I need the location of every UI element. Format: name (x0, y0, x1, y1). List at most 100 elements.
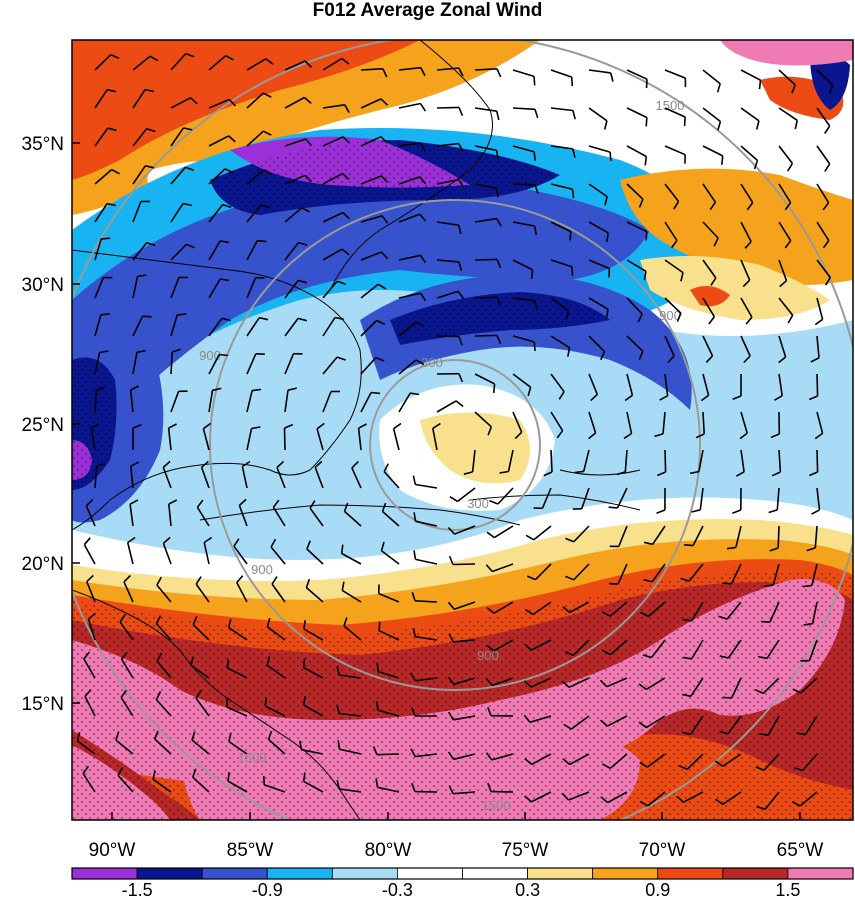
wind-barb-flag (600, 796, 609, 804)
wind-barb-staff (726, 601, 742, 620)
wind-barb-flag (120, 651, 128, 660)
wind-barb-staff (607, 715, 628, 727)
wind-barb (132, 274, 147, 299)
wind-barb (170, 276, 188, 299)
wind-barb-staff (808, 639, 818, 661)
wind-barb-flag (567, 347, 571, 357)
wind-barb (816, 69, 834, 94)
wind-barb (170, 97, 198, 109)
wind-barb-staff (497, 487, 514, 505)
wind-barb (524, 753, 552, 766)
wind-barb-flag (713, 237, 719, 247)
wind-barb-staff (132, 352, 138, 375)
wind-barb (778, 335, 787, 364)
wind-barb (410, 672, 438, 682)
wind-barb-staff (588, 145, 611, 153)
wind-barb-staff (264, 705, 286, 717)
wind-barb-staff (801, 753, 818, 772)
wind-barb (76, 731, 96, 755)
wind-barb-staff (162, 543, 172, 565)
wind-barb-staff (398, 254, 421, 261)
wind-barb-staff (376, 753, 400, 756)
wind-barb (283, 423, 294, 451)
wind-barb-flag (746, 202, 754, 211)
wind-barb-staff (740, 297, 753, 318)
wind-barb-flag (270, 538, 277, 548)
wind-barb-flag (778, 356, 787, 364)
wind-barb-flag (162, 460, 171, 468)
wind-barb-staff (474, 258, 498, 261)
wind-barb-staff (550, 221, 572, 233)
wind-barb (778, 145, 794, 172)
wind-barb (800, 639, 818, 662)
wind-barb-staff (534, 563, 552, 581)
wind-barb-staff (271, 583, 286, 603)
wind-barb-staff (360, 68, 384, 71)
wind-barb-staff (314, 467, 324, 489)
wind-barb-flag (659, 395, 668, 401)
wind-barb-staff (246, 390, 253, 413)
wind-barb-staff (398, 213, 420, 223)
wind-barb-staff (246, 130, 264, 147)
wind-barb-flag (162, 536, 171, 544)
wind-barb (802, 563, 818, 588)
wind-barb-staff (646, 753, 666, 768)
wind-barb-staff (94, 203, 108, 223)
wind-barb (474, 258, 502, 269)
wind-barb-flag (680, 577, 690, 582)
wind-barb-flag (602, 649, 611, 656)
wind-barb (512, 183, 539, 194)
wind-barb-flag (195, 576, 202, 585)
wind-barb-flag (233, 538, 240, 547)
wind-barb (702, 145, 724, 165)
wind-barb-flag (257, 239, 267, 243)
wind-barb-flag (381, 502, 387, 512)
stipple-region-2 (390, 292, 610, 345)
wind-barb (792, 677, 818, 694)
wind-barb (208, 387, 222, 413)
wind-barb-flag (86, 574, 94, 583)
wind-barb-flag (485, 564, 493, 573)
wind-barb-flag (495, 188, 499, 198)
wind-barb (132, 165, 155, 185)
wind-barb-flag (458, 373, 464, 383)
wind-barb-staff (208, 135, 229, 147)
wind-barb-flag (375, 356, 385, 362)
wind-barb (83, 537, 96, 565)
wind-barb-flag (563, 723, 572, 730)
wind-barb (565, 525, 590, 543)
coastline-6 (559, 469, 641, 476)
wind-barb (156, 576, 172, 603)
wind-barb (512, 411, 523, 440)
wind-barb-staff (436, 67, 459, 71)
wind-barb (574, 449, 590, 474)
wind-barb (322, 104, 350, 113)
wind-barb-staff (804, 715, 818, 736)
wind-barb-staff (90, 428, 96, 451)
wind-barb (550, 145, 576, 158)
wind-barb-flag (177, 313, 187, 316)
wind-barb (463, 449, 476, 475)
wind-barb (360, 283, 387, 299)
wind-barb (322, 172, 350, 185)
wind-barb-staff (474, 183, 497, 190)
wind-barb-staff (339, 748, 362, 755)
wind-barb-flag (565, 575, 575, 581)
wind-barb (474, 68, 502, 78)
wind-barb-staff (647, 601, 666, 618)
wind-barb-staff (360, 98, 382, 109)
wind-barb-flag (458, 107, 464, 117)
wind-barb (550, 107, 576, 120)
wind-barb-staff (530, 791, 552, 803)
wind-barb (803, 601, 818, 626)
wind-barb (702, 107, 722, 131)
wind-barb (608, 563, 628, 585)
wind-barb-flag (758, 80, 762, 90)
wind-barb-flag (228, 732, 232, 742)
wind-barb-staff (550, 145, 573, 150)
wind-barb-staff (609, 753, 628, 769)
wind-barb (336, 779, 362, 793)
wind-barb-flag (463, 471, 473, 475)
wind-barb-staff (168, 504, 172, 527)
wind-barb (550, 259, 574, 276)
